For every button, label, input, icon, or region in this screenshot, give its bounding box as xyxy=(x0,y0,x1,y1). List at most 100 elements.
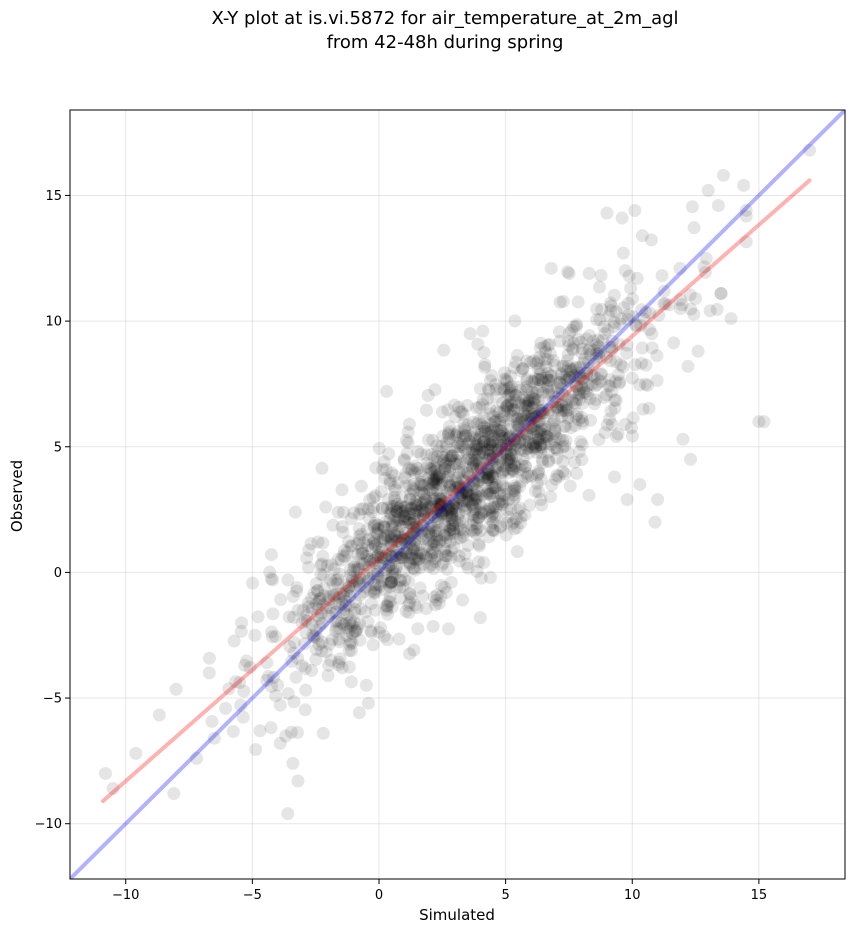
scatter-point xyxy=(469,437,483,451)
scatter-point xyxy=(375,501,389,515)
scatter-point xyxy=(514,425,528,439)
scatter-point xyxy=(684,302,698,316)
scatter-point xyxy=(522,385,536,399)
scatter-point xyxy=(432,596,446,610)
scatter-point xyxy=(495,451,509,465)
scatter-point xyxy=(394,536,408,550)
scatter-point xyxy=(302,543,316,557)
scatter-point xyxy=(645,341,659,355)
scatter-point xyxy=(354,527,368,541)
scatter-point xyxy=(428,598,442,612)
scatter-point xyxy=(520,383,534,397)
scatter-point xyxy=(472,537,486,551)
scatter-point xyxy=(443,506,457,520)
scatter-point xyxy=(473,447,487,461)
scatter-point xyxy=(434,488,448,502)
scatter-point xyxy=(207,731,221,745)
scatter-point xyxy=(287,636,301,650)
scatter-point xyxy=(340,584,354,598)
scatter-point xyxy=(443,479,457,493)
scatter-point xyxy=(402,555,416,569)
scatter-point xyxy=(472,510,486,524)
scatter-point xyxy=(410,498,424,512)
scatter-point xyxy=(395,536,409,550)
scatter-point xyxy=(438,517,452,531)
scatter-point xyxy=(534,423,548,437)
scatter-point xyxy=(410,520,424,534)
scatter-point xyxy=(520,374,534,388)
scatter-point xyxy=(441,427,455,441)
scatter-point xyxy=(461,466,475,480)
scatter-point xyxy=(409,498,423,512)
scatter-point xyxy=(269,689,283,703)
scatter-point xyxy=(609,393,623,407)
scatter-point xyxy=(348,606,362,620)
scatter-point xyxy=(467,455,481,469)
scatter-point xyxy=(600,350,614,364)
scatter-point xyxy=(540,381,554,395)
scatter-point xyxy=(521,469,535,483)
scatter-point xyxy=(433,471,447,485)
scatter-point xyxy=(425,545,439,559)
scatter-point xyxy=(304,537,318,551)
scatter-point xyxy=(354,602,368,616)
scatter-point xyxy=(387,490,401,504)
scatter-point xyxy=(408,459,422,473)
scatter-point xyxy=(383,589,397,603)
scatter-point xyxy=(403,596,417,610)
x-tick-label: 0 xyxy=(375,888,383,903)
scatter-point xyxy=(427,590,441,604)
scatter-point xyxy=(457,430,471,444)
scatter-point xyxy=(526,396,540,410)
scatter-point xyxy=(525,420,539,434)
scatter-point xyxy=(481,471,495,485)
scatter-point xyxy=(316,536,330,550)
scatter-point xyxy=(509,460,523,474)
scatter-point xyxy=(401,436,415,450)
scatter-point xyxy=(683,288,697,302)
scatter-point xyxy=(460,436,474,450)
scatter-point xyxy=(486,452,500,466)
scatter-point xyxy=(445,513,459,527)
scatter-point xyxy=(365,505,379,519)
scatter-point xyxy=(519,438,533,452)
scatter-point xyxy=(526,401,540,415)
scatter-point xyxy=(502,388,516,402)
scatter-point xyxy=(425,447,439,461)
scatter-point xyxy=(443,452,457,466)
scatter-point xyxy=(450,532,464,546)
scatter-point xyxy=(507,361,521,375)
scatter-point xyxy=(378,531,392,545)
scatter-point xyxy=(583,392,597,406)
scatter-point xyxy=(483,520,497,534)
scatter-point xyxy=(429,492,443,506)
scatter-point xyxy=(350,623,364,637)
scatter-point xyxy=(337,590,351,604)
scatter-point xyxy=(411,505,425,519)
scatter-point xyxy=(395,505,409,519)
scatter-point xyxy=(495,492,509,506)
scatter-point xyxy=(369,582,383,596)
scatter-point xyxy=(422,526,436,540)
scatter-point xyxy=(435,499,449,513)
scatter-point xyxy=(395,520,409,534)
scatter-point xyxy=(494,465,508,479)
scatter-point xyxy=(601,378,615,392)
scatter-point xyxy=(480,466,494,480)
scatter-point xyxy=(263,565,277,579)
scatter-point xyxy=(553,334,567,348)
scatter-point xyxy=(466,415,480,429)
scatter-point xyxy=(444,575,458,589)
scatter-point xyxy=(403,587,417,601)
scatter-point xyxy=(625,371,639,385)
scatter-point xyxy=(433,493,447,507)
scatter-point xyxy=(333,635,347,649)
scatter-point xyxy=(532,350,546,364)
scatter-point xyxy=(538,403,552,417)
scatter-point xyxy=(316,726,330,740)
scatter-point xyxy=(496,498,510,512)
scatter-point xyxy=(662,298,676,312)
scatter-point xyxy=(393,574,407,588)
scatter-point xyxy=(442,459,456,473)
scatter-point xyxy=(458,503,472,517)
